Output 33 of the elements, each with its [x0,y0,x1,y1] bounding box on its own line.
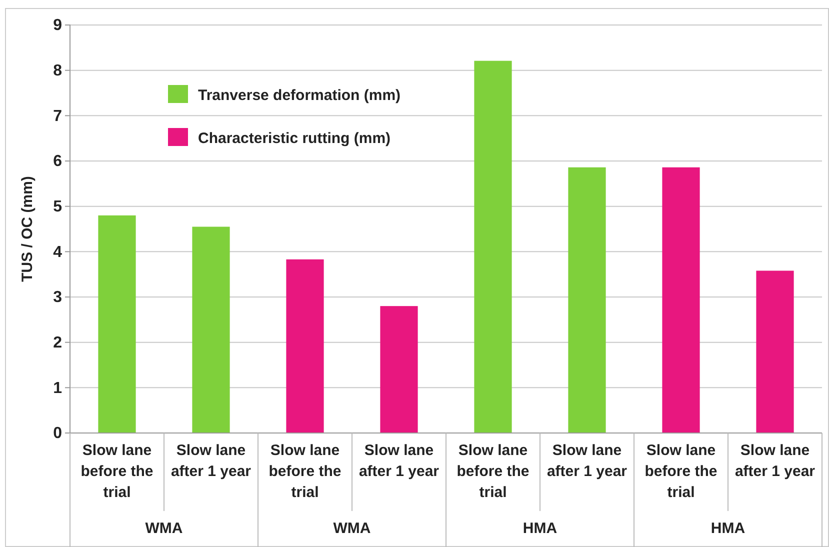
legend-label: Characteristic rutting (mm) [198,130,391,147]
x-tick-label: Slow lane after 1 year [546,442,628,480]
y-tick-label: 3 [53,289,62,306]
bar [568,167,606,433]
bar [98,215,136,433]
legend-label: Tranverse deformation (mm) [198,87,401,104]
y-tick-label: 0 [53,425,62,442]
y-axis-title: TUS / OC (mm) [19,176,36,282]
y-tick-label: 5 [53,198,62,216]
x-tick-label: Slow lane before the trial [644,442,718,501]
text: WMA [145,520,183,537]
bar [474,60,512,433]
x-tick-label: Slow lane before the trial [80,442,154,501]
text: HMA [710,520,746,537]
x-tick-label: Slow lane after 1 year [170,442,252,480]
x-tick-label: Slow lane after 1 year [358,442,440,480]
x-tick-label: Slow lane before the trial [456,442,530,501]
x-tick-label: Slow lane after 1 year [734,442,816,480]
x-tick-label: Slow lane before the trial [268,442,342,501]
y-tick-label: 2 [53,334,62,352]
bar [192,226,230,433]
y-tick-label: 8 [53,62,62,80]
y-tick-label: 6 [53,153,62,170]
y-tick-label: 4 [53,244,62,261]
y-tick-label: 7 [53,108,62,125]
y-tick-label: 1 [53,380,62,397]
text: HMA [522,520,558,537]
bar [286,259,324,433]
text: WMA [333,520,371,537]
y-tick-label: 9 [53,17,62,34]
bar [662,167,700,433]
bar [380,306,418,433]
bar [756,270,794,433]
